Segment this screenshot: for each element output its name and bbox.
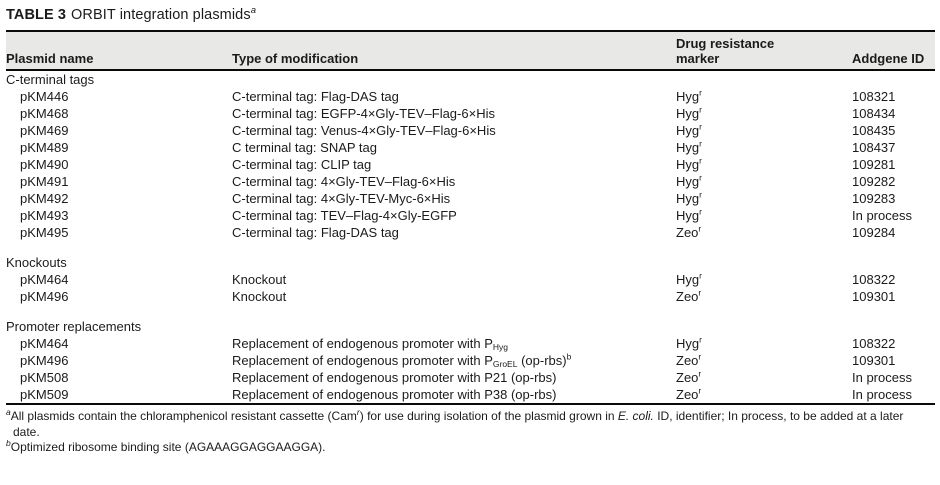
plasmid-name-cell: pKM493 bbox=[20, 208, 69, 223]
header-row: Plasmid name Type of modification Drug r… bbox=[6, 31, 935, 70]
modification-cell: C-terminal tag: 4×Gly-TEV-Myc-6×His bbox=[232, 191, 451, 206]
table-row: pKM492 C-terminal tag: 4×Gly-TEV-Myc-6×Hi… bbox=[6, 190, 935, 207]
section-row: Promoter replacements bbox=[6, 318, 935, 335]
marker-cell: Hygr bbox=[676, 190, 702, 206]
modification-cell: Replacement of endogenous promoter with … bbox=[232, 352, 572, 369]
addgene-id-cell: 108321 bbox=[852, 89, 896, 104]
addgene-id-cell: 108322 bbox=[852, 272, 896, 287]
table-body: C-terminal tags pKM446 C-terminal tag: Fla… bbox=[6, 70, 935, 404]
section-row: Knockouts bbox=[6, 254, 935, 271]
modification-cell: Knockout bbox=[232, 272, 287, 287]
marker-cell: Hygr bbox=[676, 122, 702, 138]
table-header: Plasmid name Type of modification Drug r… bbox=[6, 31, 935, 70]
plasmid-name-cell: pKM446 bbox=[20, 89, 69, 104]
marker-cell: Hygr bbox=[676, 156, 702, 172]
plasmid-name-cell: pKM509 bbox=[20, 387, 69, 402]
modification-cell: C-terminal tag: EGFP-4×Gly-TEV–Flag-6×Hi… bbox=[232, 106, 495, 121]
section-spacer bbox=[6, 241, 935, 254]
modification-cell: C-terminal tag: Flag-DAS tag bbox=[232, 225, 399, 240]
table-row: pKM496 Knockout Zeor 109301 bbox=[6, 288, 935, 305]
table-row: pKM464 Knockout Hygr 108322 bbox=[6, 271, 935, 288]
marker-cell: Zeor bbox=[676, 386, 702, 402]
footnote-a: aAll plasmids contain the chloramphenico… bbox=[6, 407, 904, 439]
table-row: pKM468 C-terminal tag: EGFP-4×Gly-TEV–Fla… bbox=[6, 105, 935, 122]
modification-cell: C-terminal tag: TEV–Flag-4×Gly-EGFP bbox=[232, 208, 457, 223]
table-row: pKM464 Replacement of endogenous promoter… bbox=[6, 335, 935, 352]
section-row: C-terminal tags bbox=[6, 70, 935, 88]
footnotes: aAll plasmids contain the chloramphenico… bbox=[6, 407, 931, 456]
addgene-id-cell: 108322 bbox=[852, 336, 896, 351]
marker-cell: Hygr bbox=[676, 271, 702, 287]
modification-cell: Replacement of endogenous promoter with … bbox=[232, 387, 557, 402]
plasmids-table: Plasmid name Type of modification Drug r… bbox=[6, 30, 935, 405]
table-row: pKM495 C-terminal tag: Flag-DAS tag Zeor 10… bbox=[6, 224, 935, 241]
modification-cell: C-terminal tag: Flag-DAS tag bbox=[232, 89, 399, 104]
modification-cell: C-terminal tag: Venus-4×Gly-TEV–Flag-6×H… bbox=[232, 123, 496, 138]
table-row: pKM446 C-terminal tag: Flag-DAS tag Hygr 10… bbox=[6, 88, 935, 105]
addgene-id-cell: 108434 bbox=[852, 106, 896, 121]
plasmid-name-cell: pKM496 bbox=[20, 353, 69, 368]
marker-cell: Zeor bbox=[676, 224, 702, 240]
plasmid-name-cell: pKM508 bbox=[20, 370, 69, 385]
modification-cell: C-terminal tag: CLIP tag bbox=[232, 157, 372, 172]
col-header-addgene-id: Addgene ID bbox=[852, 51, 925, 66]
footnote-b: bOptimized ribosome binding site (AGAAAG… bbox=[6, 438, 326, 454]
marker-cell: Hygr bbox=[676, 173, 702, 189]
marker-cell: Zeor bbox=[676, 352, 702, 368]
plasmid-name-cell: pKM464 bbox=[20, 272, 69, 287]
modification-cell: Knockout bbox=[232, 289, 287, 304]
plasmid-name-cell: pKM491 bbox=[20, 174, 69, 189]
plasmid-name-cell: pKM495 bbox=[20, 225, 69, 240]
marker-cell: Hygr bbox=[676, 207, 702, 223]
col-header-plasmid-name: Plasmid name bbox=[6, 51, 94, 66]
table-row: pKM490 C-terminal tag: CLIP tag Hygr 109281 bbox=[6, 156, 935, 173]
table-row: pKM496 Replacement of endogenous promoter… bbox=[6, 352, 935, 369]
addgene-id-cell: 108437 bbox=[852, 140, 896, 155]
addgene-id-cell: 109284 bbox=[852, 225, 896, 240]
addgene-id-cell: In process bbox=[852, 370, 912, 385]
plasmid-name-cell: pKM469 bbox=[20, 123, 69, 138]
plasmid-name-cell: pKM496 bbox=[20, 289, 69, 304]
table-title-text: ORBIT integration plasmids bbox=[71, 7, 251, 23]
table-row: pKM493 C-terminal tag: TEV–Flag-4×Gly-EGF… bbox=[6, 207, 935, 224]
addgene-id-cell: 109301 bbox=[852, 353, 896, 368]
plasmid-name-cell: pKM492 bbox=[20, 191, 69, 206]
col-header-modification: Type of modification bbox=[232, 51, 359, 66]
table-title: TABLE 3 ORBIT integration plasmidsa bbox=[6, 6, 935, 24]
marker-cell: Hygr bbox=[676, 139, 702, 155]
marker-cell: Zeor bbox=[676, 369, 702, 385]
table-row: pKM489 C terminal tag: SNAP tag Hygr 108437 bbox=[6, 139, 935, 156]
plasmid-name-cell: pKM464 bbox=[20, 336, 69, 351]
col-header-drug-marker: Drug resistance marker bbox=[676, 36, 775, 66]
plasmid-name-cell: pKM490 bbox=[20, 157, 69, 172]
table-row: pKM509 Replacement of endogenous promoter… bbox=[6, 386, 935, 404]
addgene-id-cell: 109283 bbox=[852, 191, 896, 206]
marker-cell: Hygr bbox=[676, 105, 702, 121]
addgene-id-cell: 109281 bbox=[852, 157, 896, 172]
addgene-id-cell: In process bbox=[852, 387, 912, 402]
table-row: pKM491 C-terminal tag: 4×Gly-TEV–Flag-6×H… bbox=[6, 173, 935, 190]
table-row: pKM508 Replacement of endogenous promoter… bbox=[6, 369, 935, 386]
modification-cell: C terminal tag: SNAP tag bbox=[232, 140, 377, 155]
plasmid-name-cell: pKM489 bbox=[20, 140, 69, 155]
table-number: TABLE 3 bbox=[6, 7, 67, 23]
marker-cell: Zeor bbox=[676, 288, 702, 304]
section-label: C-terminal tags bbox=[6, 72, 95, 87]
marker-cell: Hygr bbox=[676, 88, 702, 104]
plasmid-name-cell: pKM468 bbox=[20, 106, 69, 121]
modification-cell: Replacement of endogenous promoter with … bbox=[232, 370, 557, 385]
modification-cell: C-terminal tag: 4×Gly-TEV–Flag-6×His bbox=[232, 174, 456, 189]
section-label: Promoter replacements bbox=[6, 319, 142, 334]
marker-cell: Hygr bbox=[676, 335, 702, 351]
title-footnote-mark: a bbox=[250, 5, 257, 17]
addgene-id-cell: In process bbox=[852, 208, 912, 223]
modification-cell: Replacement of endogenous promoter with … bbox=[232, 336, 509, 352]
addgene-id-cell: 109301 bbox=[852, 289, 896, 304]
addgene-id-cell: 109282 bbox=[852, 174, 896, 189]
table-row: pKM469 C-terminal tag: Venus-4×Gly-TEV–Fl… bbox=[6, 122, 935, 139]
addgene-id-cell: 108435 bbox=[852, 123, 896, 138]
section-label: Knockouts bbox=[6, 255, 67, 270]
section-spacer bbox=[6, 305, 935, 318]
